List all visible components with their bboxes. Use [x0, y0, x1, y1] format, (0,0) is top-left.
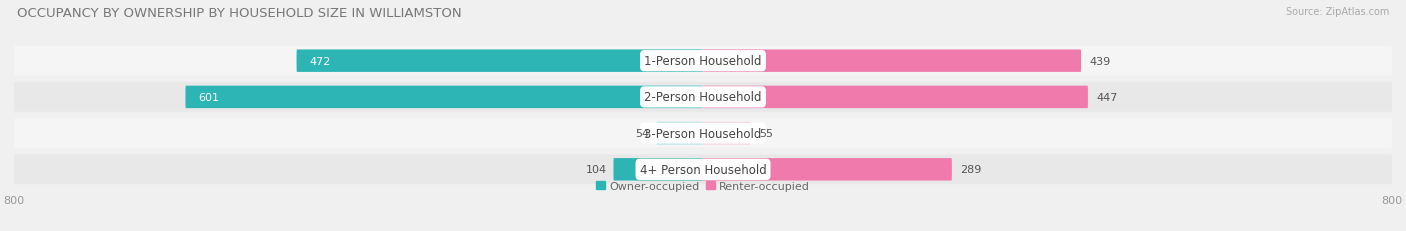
Text: Source: ZipAtlas.com: Source: ZipAtlas.com: [1285, 7, 1389, 17]
Text: 3-Person Household: 3-Person Household: [644, 127, 762, 140]
Text: 104: 104: [585, 165, 606, 175]
Text: 601: 601: [198, 92, 219, 103]
FancyBboxPatch shape: [14, 83, 1392, 112]
Text: 55: 55: [759, 128, 773, 139]
FancyBboxPatch shape: [14, 119, 1392, 148]
Text: 447: 447: [1097, 92, 1118, 103]
Text: 1-Person Household: 1-Person Household: [644, 55, 762, 68]
Text: 2-Person Household: 2-Person Household: [644, 91, 762, 104]
FancyBboxPatch shape: [703, 86, 1088, 109]
Text: 439: 439: [1090, 56, 1111, 66]
FancyBboxPatch shape: [297, 50, 703, 73]
FancyBboxPatch shape: [703, 50, 1081, 73]
Text: 289: 289: [960, 165, 981, 175]
Text: 54: 54: [636, 128, 650, 139]
FancyBboxPatch shape: [14, 155, 1392, 184]
Text: 472: 472: [309, 56, 330, 66]
FancyBboxPatch shape: [703, 158, 952, 181]
Legend: Owner-occupied, Renter-occupied: Owner-occupied, Renter-occupied: [592, 177, 814, 196]
Text: OCCUPANCY BY OWNERSHIP BY HOUSEHOLD SIZE IN WILLIAMSTON: OCCUPANCY BY OWNERSHIP BY HOUSEHOLD SIZE…: [17, 7, 461, 20]
FancyBboxPatch shape: [186, 86, 703, 109]
FancyBboxPatch shape: [703, 122, 751, 145]
FancyBboxPatch shape: [14, 47, 1392, 76]
FancyBboxPatch shape: [657, 122, 703, 145]
Text: 4+ Person Household: 4+ Person Household: [640, 163, 766, 176]
FancyBboxPatch shape: [613, 158, 703, 181]
